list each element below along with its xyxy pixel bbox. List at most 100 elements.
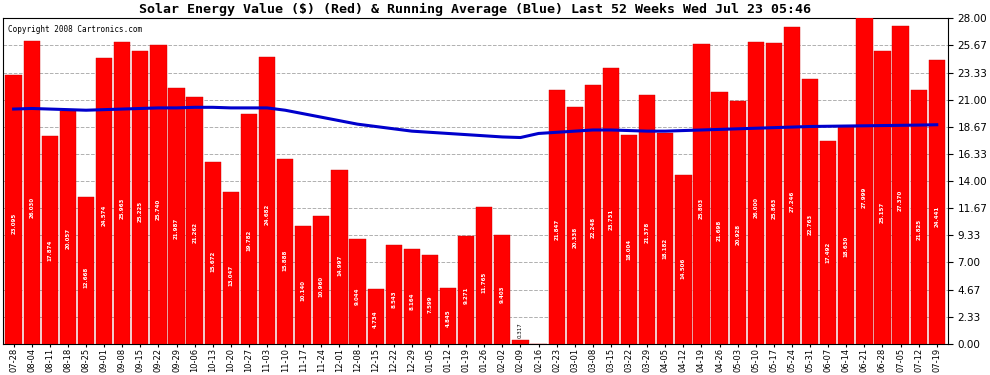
Bar: [168, 88, 185, 344]
Text: 14.997: 14.997: [337, 255, 342, 276]
Bar: [548, 90, 565, 344]
Bar: [712, 92, 728, 344]
Bar: [205, 162, 221, 344]
Bar: [241, 114, 257, 344]
Text: 15.672: 15.672: [210, 251, 215, 273]
Text: 20.057: 20.057: [65, 228, 70, 249]
Bar: [802, 79, 818, 344]
Text: 8.543: 8.543: [391, 290, 396, 308]
Bar: [693, 44, 710, 344]
Bar: [458, 236, 474, 344]
Bar: [114, 42, 131, 344]
Text: 21.987: 21.987: [174, 218, 179, 240]
Text: 13.047: 13.047: [229, 265, 234, 286]
Bar: [6, 75, 22, 344]
Bar: [639, 95, 655, 344]
Bar: [385, 244, 402, 344]
Text: 25.157: 25.157: [880, 202, 885, 223]
Text: 27.999: 27.999: [862, 187, 867, 208]
Text: 27.246: 27.246: [789, 191, 794, 212]
Bar: [42, 136, 58, 344]
Bar: [856, 18, 872, 344]
Text: 21.847: 21.847: [554, 219, 559, 240]
Bar: [78, 196, 94, 344]
Bar: [133, 51, 148, 344]
Bar: [929, 60, 944, 344]
Bar: [223, 192, 239, 344]
Bar: [332, 170, 347, 344]
Text: 8.164: 8.164: [409, 292, 415, 310]
Bar: [59, 111, 76, 344]
Text: 20.338: 20.338: [572, 227, 577, 248]
Text: 25.963: 25.963: [120, 197, 125, 219]
Bar: [476, 207, 492, 344]
Bar: [820, 141, 837, 344]
Bar: [675, 175, 691, 344]
Bar: [730, 100, 745, 344]
Bar: [150, 45, 166, 344]
Bar: [512, 340, 529, 344]
Text: 26.030: 26.030: [30, 197, 35, 218]
Bar: [259, 57, 275, 344]
Text: 10.140: 10.140: [301, 280, 306, 301]
Text: 12.668: 12.668: [83, 267, 88, 288]
Text: 18.630: 18.630: [843, 236, 848, 257]
Text: 9.271: 9.271: [463, 286, 468, 304]
Bar: [313, 216, 330, 344]
Text: 21.825: 21.825: [916, 219, 921, 240]
Text: 25.803: 25.803: [699, 198, 704, 219]
Bar: [911, 90, 927, 344]
Text: 21.378: 21.378: [644, 221, 649, 243]
Bar: [404, 249, 420, 344]
Bar: [24, 41, 40, 344]
Bar: [186, 97, 203, 344]
Text: 22.248: 22.248: [590, 217, 595, 238]
Text: 24.682: 24.682: [264, 204, 269, 225]
Text: 24.574: 24.574: [102, 205, 107, 226]
Text: 10.960: 10.960: [319, 276, 324, 297]
Bar: [621, 135, 638, 344]
Text: 19.782: 19.782: [247, 230, 251, 251]
Bar: [657, 132, 673, 344]
Text: 9.403: 9.403: [500, 286, 505, 303]
Bar: [367, 289, 384, 344]
Text: 17.874: 17.874: [48, 240, 52, 261]
Text: 4.845: 4.845: [446, 310, 450, 327]
Text: 25.740: 25.740: [156, 199, 161, 220]
Bar: [277, 159, 293, 344]
Text: 25.863: 25.863: [771, 198, 776, 219]
Bar: [784, 27, 800, 344]
Bar: [295, 226, 312, 344]
Bar: [349, 239, 365, 344]
Bar: [603, 68, 619, 344]
Title: Solar Energy Value ($) (Red) & Running Average (Blue) Last 52 Weeks Wed Jul 23 0: Solar Energy Value ($) (Red) & Running A…: [140, 3, 811, 16]
Bar: [422, 255, 439, 344]
Text: 22.763: 22.763: [808, 214, 813, 236]
Text: 0.317: 0.317: [518, 322, 523, 338]
Bar: [494, 234, 511, 344]
Text: 27.370: 27.370: [898, 190, 903, 211]
Text: 15.888: 15.888: [283, 250, 288, 272]
Text: 21.698: 21.698: [717, 220, 722, 241]
Bar: [839, 127, 854, 344]
Bar: [747, 42, 764, 344]
Text: 11.765: 11.765: [482, 272, 487, 293]
Text: 9.044: 9.044: [355, 288, 360, 305]
Text: 14.506: 14.506: [681, 257, 686, 279]
Text: 25.225: 25.225: [138, 201, 143, 222]
Text: 20.928: 20.928: [736, 224, 741, 245]
Bar: [585, 85, 601, 344]
Bar: [892, 26, 909, 344]
Bar: [874, 51, 891, 344]
Text: 18.004: 18.004: [627, 239, 632, 260]
Bar: [566, 108, 583, 344]
Bar: [440, 288, 456, 344]
Text: 26.000: 26.000: [753, 197, 758, 218]
Text: 21.262: 21.262: [192, 222, 197, 243]
Text: Copyright 2008 Cartronics.com: Copyright 2008 Cartronics.com: [8, 25, 142, 34]
Text: 4.734: 4.734: [373, 310, 378, 328]
Text: 23.731: 23.731: [609, 209, 614, 230]
Text: 17.492: 17.492: [826, 242, 831, 263]
Text: 7.599: 7.599: [428, 295, 433, 313]
Bar: [765, 43, 782, 344]
